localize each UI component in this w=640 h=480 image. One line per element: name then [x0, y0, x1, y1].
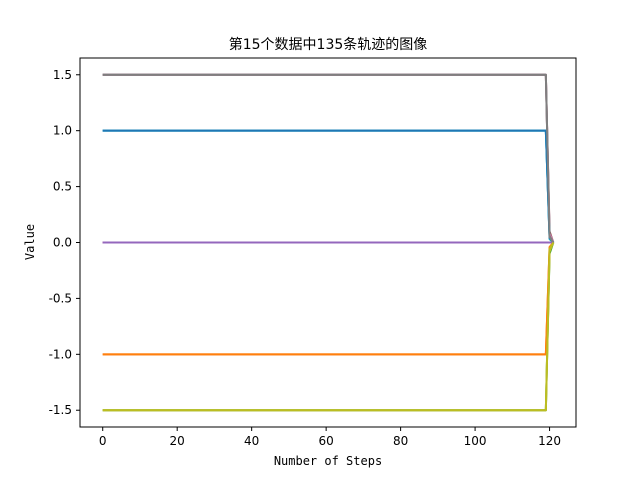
series-layer [102, 73, 555, 412]
x-axis-label: Number of Steps [274, 454, 382, 468]
x-tick-label: 100 [464, 434, 487, 448]
y-tick-label: 1.0 [53, 124, 72, 138]
y-tick-label: 0.0 [53, 236, 72, 250]
y-tick-label: -1.5 [49, 403, 72, 417]
y-tick-label: 1.5 [53, 68, 72, 82]
chart-title: 第15个数据中135条轨迹的图像 [229, 36, 428, 53]
x-tick-label: 40 [244, 434, 259, 448]
x-tick-label: 20 [170, 434, 185, 448]
x-tick-label: 60 [318, 434, 333, 448]
y-tick-label: -0.5 [49, 291, 72, 305]
axes-layer: 0 20 40 60 80 100 120 -1.5 -1.0 -0.5 0.0 0.5 1.0 1.5 [49, 57, 577, 448]
x-tick-label: 0 [99, 434, 107, 448]
x-tick-label: 120 [538, 434, 561, 448]
y-tick-label: 0.5 [53, 180, 72, 194]
series-line-15 [102, 242, 555, 412]
x-tick-label: 80 [393, 434, 408, 448]
y-tick-label: -1.0 [49, 347, 72, 361]
y-axis-label: Value [23, 224, 37, 260]
series-line-14 [102, 73, 555, 244]
